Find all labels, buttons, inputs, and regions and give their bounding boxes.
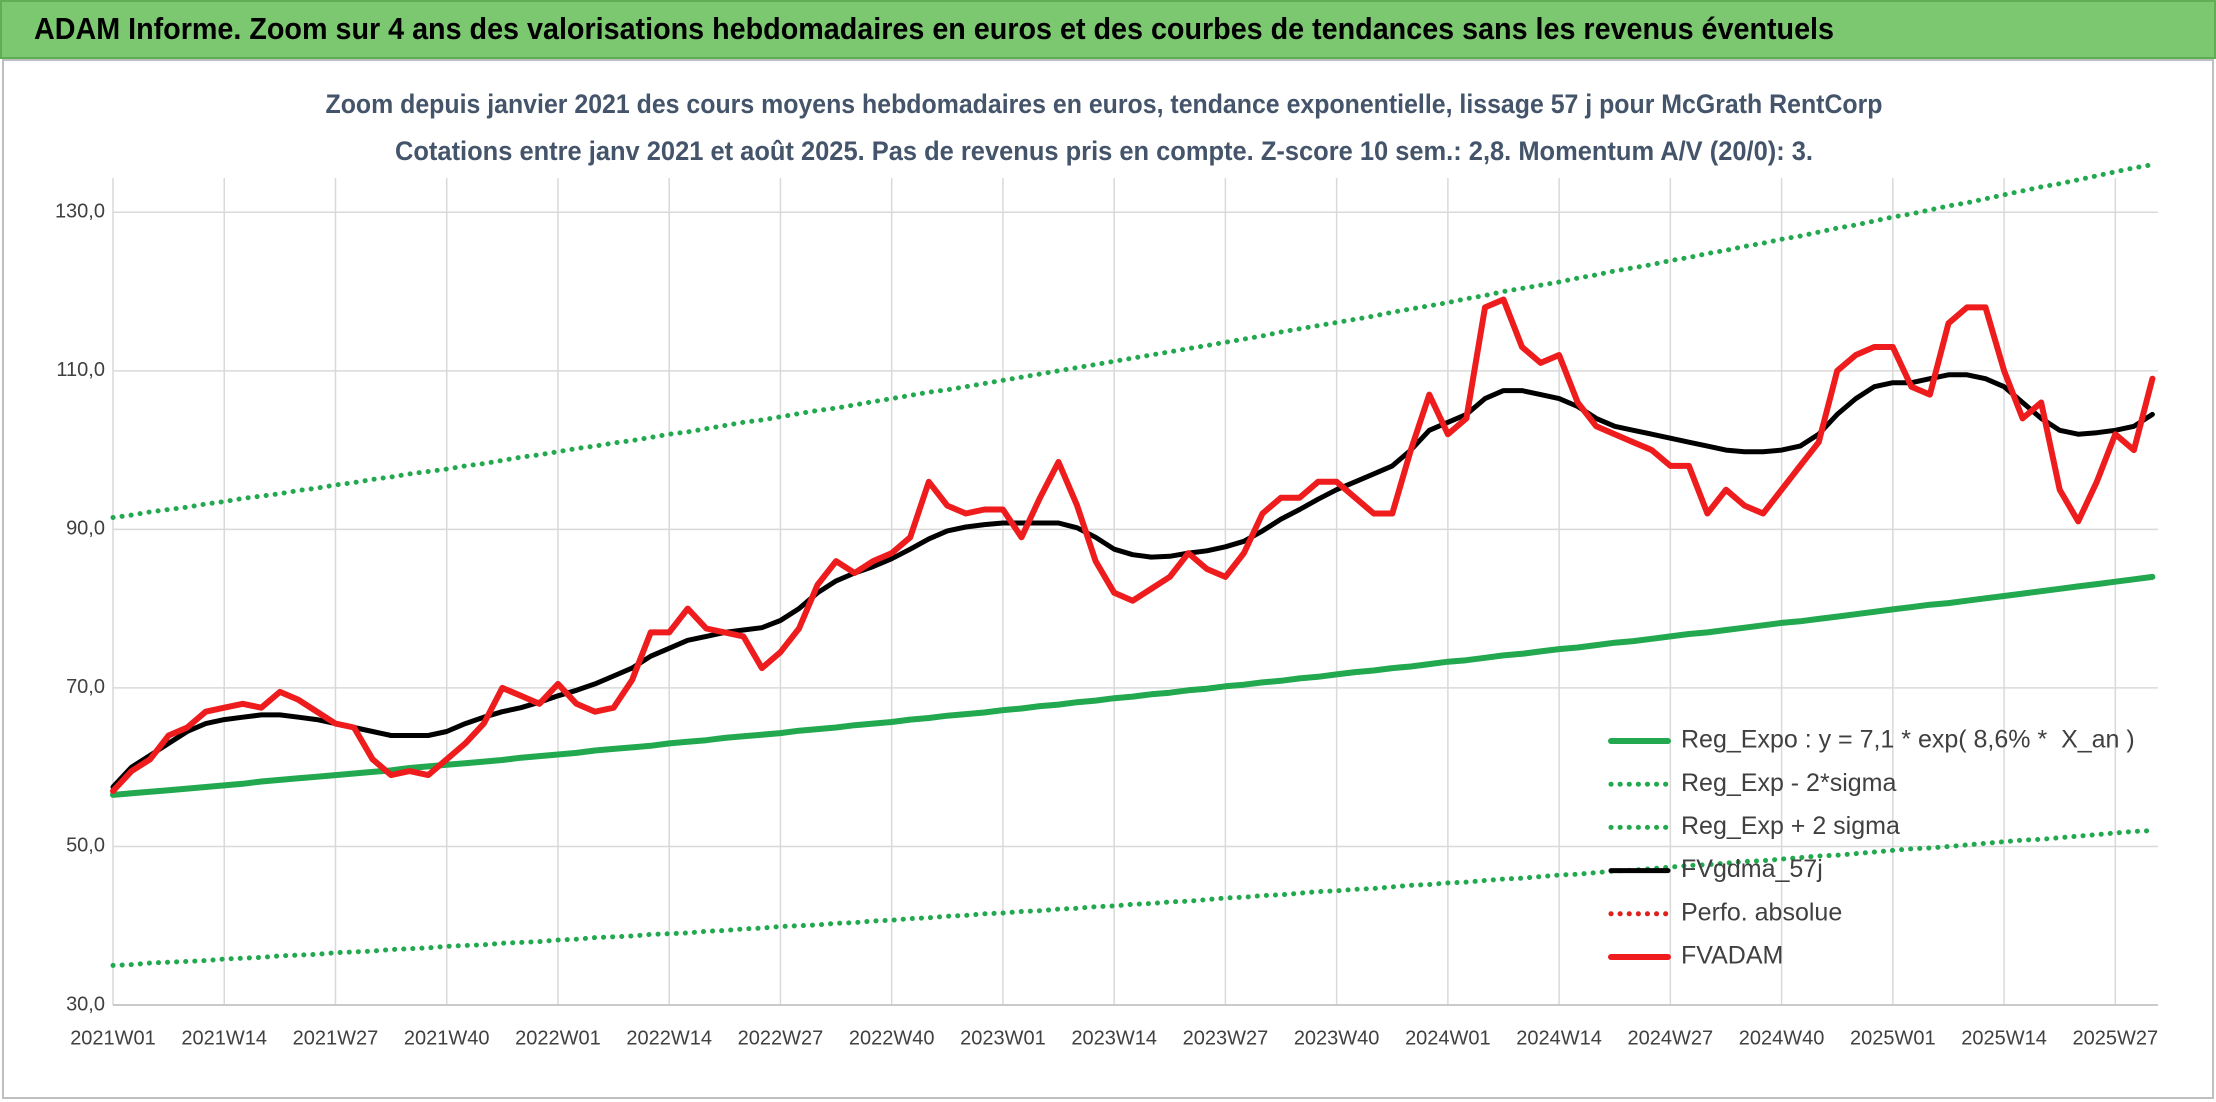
x-tick-label: 2023W27 xyxy=(1183,1027,1269,1049)
x-tick-label: 2024W01 xyxy=(1405,1027,1491,1049)
series-line xyxy=(110,828,2155,968)
x-tick-label: 2023W01 xyxy=(960,1027,1046,1049)
x-tick-label: 2025W01 xyxy=(1850,1027,1936,1049)
y-tick-label: 30,0 xyxy=(66,993,105,1015)
x-tick-label: 2021W27 xyxy=(293,1027,379,1049)
chart-subtitle: Zoom depuis janvier 2021 des cours moyen… xyxy=(326,89,1883,119)
series-line xyxy=(110,573,2156,798)
legend-label: Reg_Expo : y = 7,1 * exp( 8,6% * X_an ) xyxy=(1681,726,2135,754)
legend-label: FVgdma_57j xyxy=(1681,855,1823,883)
x-tick-label: 2022W27 xyxy=(738,1027,824,1049)
y-tick-label: 50,0 xyxy=(66,835,105,857)
x-tick-label: 2023W14 xyxy=(1071,1027,1157,1049)
chart-subtitle: Cotations entre janv 2021 et août 2025. … xyxy=(395,136,1813,166)
legend-label: Reg_Exp - 2*sigma xyxy=(1681,769,1896,797)
x-tick-label: 2024W40 xyxy=(1739,1027,1825,1049)
legend-label: FVADAM xyxy=(1681,942,1783,970)
series-line xyxy=(110,296,2156,794)
y-tick-label: 70,0 xyxy=(66,676,105,698)
page-title: ADAM Informe. Zoom sur 4 ans des valoris… xyxy=(34,11,1834,46)
x-tick-label: 2025W27 xyxy=(2073,1027,2159,1049)
x-tick-label: 2022W40 xyxy=(849,1027,935,1049)
x-tick-label: 2025W14 xyxy=(1961,1027,2047,1049)
series-line xyxy=(110,372,2155,790)
y-tick-label: 110,0 xyxy=(56,359,105,381)
series-line xyxy=(110,162,2155,520)
header-bar xyxy=(0,0,2216,59)
x-tick-label: 2021W40 xyxy=(404,1027,490,1049)
legend-label: Perfo. absolue xyxy=(1681,898,1842,926)
x-tick-label: 2024W27 xyxy=(1628,1027,1714,1049)
x-tick-label: 2021W14 xyxy=(181,1027,267,1049)
x-tick-label: 2024W14 xyxy=(1516,1027,1602,1049)
x-tick-label: 2022W14 xyxy=(626,1027,712,1049)
x-tick-label: 2021W01 xyxy=(70,1027,156,1049)
y-tick-label: 130,0 xyxy=(55,201,105,223)
x-tick-label: 2022W01 xyxy=(515,1027,601,1049)
y-tick-label: 90,0 xyxy=(66,518,105,540)
chart-frame xyxy=(2,59,2214,1099)
legend-label: Reg_Exp + 2 sigma xyxy=(1681,812,1900,840)
x-tick-label: 2023W40 xyxy=(1294,1027,1380,1049)
